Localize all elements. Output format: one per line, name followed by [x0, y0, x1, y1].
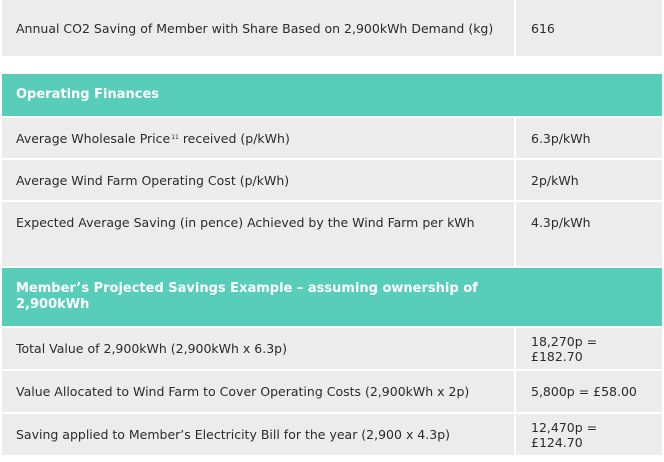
operating-cost-value: 2p/kWh: [516, 160, 662, 200]
table-row-expected-saving: Expected Average Saving (in pence) Achie…: [2, 202, 662, 266]
operating-cost-label: Average Wind Farm Operating Cost (p/kWh): [2, 160, 514, 200]
table-row-operating-cost: Average Wind Farm Operating Cost (p/kWh)…: [2, 160, 662, 200]
section-header-operating-finances: Operating Finances: [2, 74, 662, 116]
co2-saving-label: Annual CO2 Saving of Member with Share B…: [2, 0, 514, 56]
expected-saving-value: 4.3p/kWh: [516, 202, 662, 266]
expected-saving-label: Expected Average Saving (in pence) Achie…: [2, 202, 514, 266]
table-row-saving-applied: Saving applied to Member’s Electricity B…: [2, 414, 662, 455]
section-header-projected-savings: Member’s Projected Savings Example – ass…: [2, 268, 662, 326]
total-value-label: Total Value of 2,900kWh (2,900kWh x 6.3p…: [2, 328, 514, 369]
section-title-projected-savings: Member’s Projected Savings Example – ass…: [2, 268, 662, 326]
section-spacer: [2, 56, 662, 74]
allocated-costs-value: 5,800p = £58.00: [516, 371, 662, 412]
wholesale-price-label: Average Wholesale Price 11 received (p/kW…: [2, 118, 514, 158]
saving-applied-label: Saving applied to Member’s Electricity B…: [2, 414, 514, 455]
finance-table: Annual CO2 Saving of Member with Share B…: [2, 0, 662, 455]
wholesale-price-value: 6.3p/kWh: [516, 118, 662, 158]
table-row-wholesale-price: Average Wholesale Price 11 received (p/kW…: [2, 118, 662, 158]
table-row-co2-saving: Annual CO2 Saving of Member with Share B…: [2, 0, 662, 56]
wholesale-price-label-text: Average Wholesale Price: [16, 130, 171, 146]
table-row-total-value: Total Value of 2,900kWh (2,900kWh x 6.3p…: [2, 328, 662, 369]
section-title-operating-finances: Operating Finances: [2, 74, 662, 116]
allocated-costs-label: Value Allocated to Wind Farm to Cover Op…: [2, 371, 514, 412]
saving-applied-value: 12,470p = £124.70: [516, 414, 662, 455]
wholesale-price-label-suffix: received (p/kWh): [178, 130, 290, 146]
co2-saving-value: 616: [516, 0, 662, 56]
total-value-value: 18,270p = £182.70: [516, 328, 662, 369]
table-row-allocated-costs: Value Allocated to Wind Farm to Cover Op…: [2, 371, 662, 412]
